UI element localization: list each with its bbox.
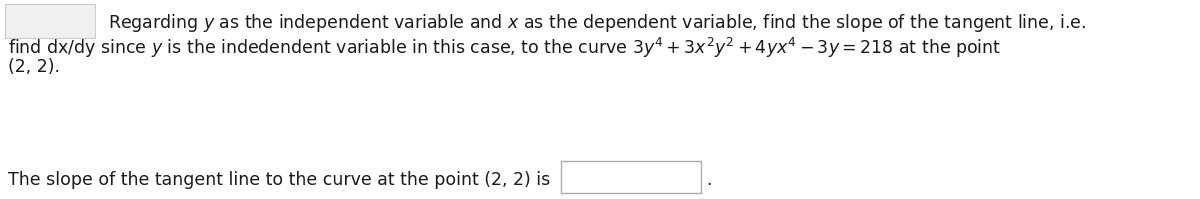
Text: (2, 2).: (2, 2). — [8, 58, 60, 76]
Text: Regarding $y$ as the independent variable and $x$ as the dependent variable, fin: Regarding $y$ as the independent variabl… — [108, 12, 1086, 34]
Text: .: . — [706, 171, 712, 189]
Text: find dx/dy since $y$ is the indedendent variable in this case, to the curve $3y^: find dx/dy since $y$ is the indedendent … — [8, 36, 1001, 60]
Text: The slope of the tangent line to the curve at the point (2, 2) is: The slope of the tangent line to the cur… — [8, 171, 551, 189]
Bar — [5, 4, 95, 38]
Bar — [562, 161, 701, 193]
